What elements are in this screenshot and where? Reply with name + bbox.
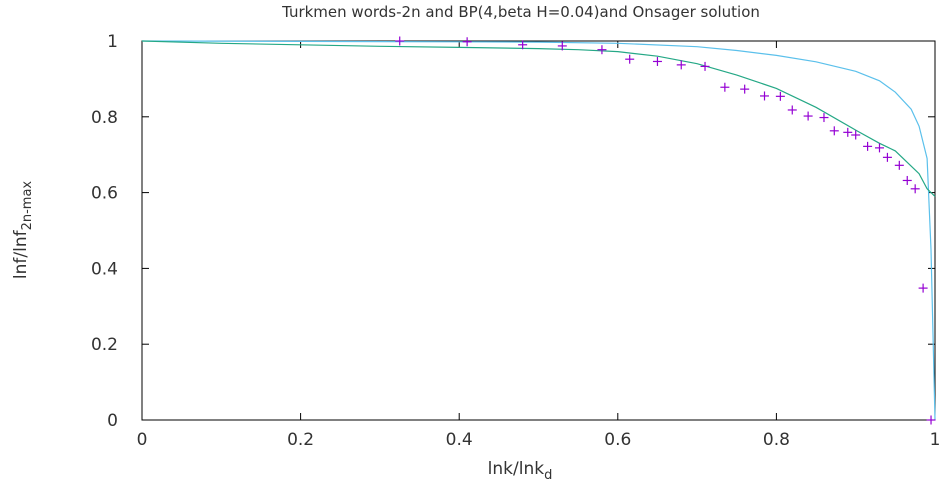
chart-title: Turkmen words-2n and BP(4,beta H=0.04)an… [281, 3, 760, 21]
data-point-marker [851, 130, 861, 140]
data-point-marker [882, 152, 892, 162]
data-point-marker [874, 143, 884, 153]
x-tick-label: 0.2 [287, 430, 314, 450]
x-axis-label-subscript: d [544, 468, 552, 483]
series-line-2 [141, 40, 936, 197]
y-axis-label-subscript: 2n-max [20, 181, 35, 231]
data-point-marker [926, 415, 936, 425]
data-point-marker [676, 60, 686, 70]
data-point-marker [803, 111, 813, 121]
x-axis: 0 0.2 0.4 0.6 0.8 1 [137, 41, 941, 450]
y-tick-label: 0.4 [91, 259, 118, 279]
data-point-marker [787, 105, 797, 115]
data-point-marker [863, 141, 873, 151]
data-point-marker [625, 54, 635, 64]
series-line-1 [141, 40, 936, 421]
data-point-marker [518, 40, 528, 50]
data-point-marker [760, 91, 770, 101]
data-point-marker [700, 61, 710, 71]
data-point-marker [829, 126, 839, 136]
y-tick-label: 0.8 [91, 108, 118, 128]
y-axis-label: lnf/lnf2n-max [11, 181, 35, 280]
x-tick-label: 0.8 [763, 430, 790, 450]
data-point-marker [775, 91, 785, 101]
data-point-marker [720, 82, 730, 92]
x-tick-label: 0.4 [446, 430, 473, 450]
y-tick-label: 0.6 [91, 184, 118, 204]
data-point-marker [910, 184, 920, 194]
plot-area-border [141, 40, 936, 421]
data-point-marker [819, 113, 829, 123]
x-tick-label: 0.6 [604, 430, 631, 450]
y-tick-label: 0 [107, 411, 118, 431]
data-point-marker [902, 175, 912, 185]
data-point-marker [462, 37, 472, 47]
x-axis-label: lnk/lnkd [488, 459, 553, 483]
plot-series [141, 36, 936, 425]
x-tick-label: 1 [930, 430, 941, 450]
data-point-marker [918, 283, 928, 293]
data-point-marker [395, 36, 405, 46]
y-tick-label: 1 [107, 32, 118, 52]
data-point-marker [894, 160, 904, 170]
data-point-marker [557, 41, 567, 51]
data-point-marker [652, 56, 662, 66]
data-point-marker [597, 45, 607, 55]
y-tick-label: 0.2 [91, 335, 118, 355]
y-axis: 0 0.2 0.4 0.6 0.8 1 [91, 32, 935, 431]
x-tick-label: 0 [137, 430, 148, 450]
data-point-marker [740, 84, 750, 94]
data-point-marker [843, 127, 853, 137]
